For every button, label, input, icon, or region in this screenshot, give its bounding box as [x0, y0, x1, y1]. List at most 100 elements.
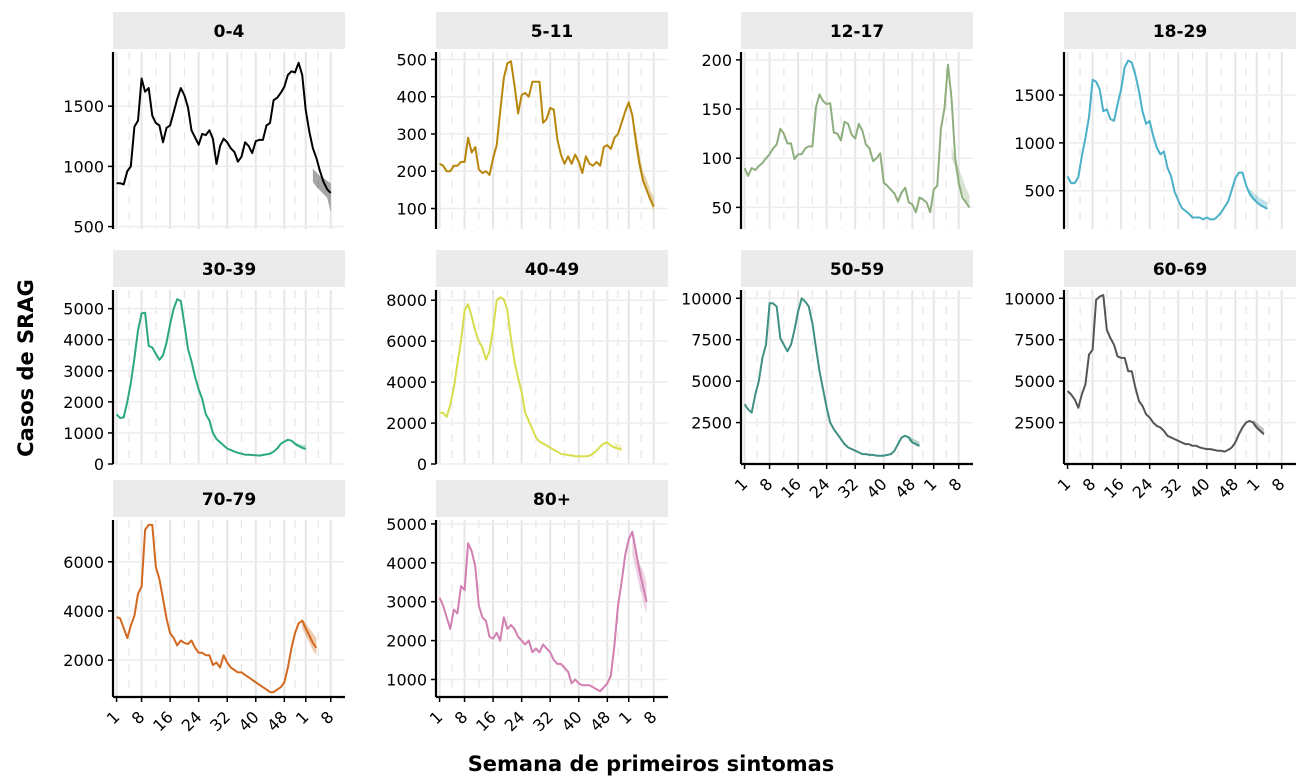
y-tick-label: 150 — [701, 100, 732, 119]
strip-background — [741, 12, 973, 49]
y-tick-label: 7500 — [691, 331, 732, 350]
y-tick-label: 10000 — [681, 289, 732, 308]
grid-lines — [436, 520, 668, 697]
y-tick-label: 4000 — [386, 373, 427, 392]
y-tick-label: 1000 — [386, 670, 427, 689]
x-tick-label: 24 — [178, 707, 206, 735]
strip-background — [436, 480, 668, 517]
strip-label: 70-79 — [202, 490, 256, 510]
x-axis-title: Semana de primeiros sintomas — [468, 752, 835, 776]
nowcast-band — [312, 168, 331, 213]
x-tick-label: 8 — [945, 474, 966, 495]
grid-lines — [113, 290, 345, 465]
x-tick-label: 40 — [863, 474, 891, 502]
grid-lines — [113, 520, 345, 697]
x-tick-label: 8 — [1268, 474, 1289, 495]
x-tick-label: 1 — [1243, 474, 1264, 495]
grid-lines — [436, 290, 668, 465]
y-tick-label: 1000 — [1014, 134, 1055, 153]
y-tick-label: 5000 — [1014, 372, 1055, 391]
strip-label: 50-59 — [830, 260, 884, 280]
y-tick-label: 2000 — [386, 414, 427, 433]
strip-background — [436, 12, 668, 49]
strip-background — [113, 480, 345, 517]
x-tick-label: 24 — [806, 474, 834, 502]
strip-label: 40-49 — [525, 260, 579, 280]
y-tick-label: 2000 — [63, 393, 104, 412]
series-line — [116, 523, 318, 694]
y-tick-label: 500 — [396, 50, 427, 69]
x-tick-label: 1 — [1054, 474, 1075, 495]
x-tick-label: 40 — [558, 707, 586, 735]
x-tick-label: 1 — [920, 474, 941, 495]
x-tick-label: 48 — [891, 474, 919, 502]
x-tick-label: 1 — [615, 707, 636, 728]
x-tick-label: 8 — [756, 474, 777, 495]
x-tick-label: 8 — [317, 707, 338, 728]
strip-label: 12-17 — [830, 22, 884, 42]
panel-40-49: 40-49 0 2000 4000 6000 8000 — [386, 250, 668, 474]
grid-lines — [436, 52, 668, 229]
x-tick-label: 24 — [501, 707, 529, 735]
x-tick-label: 32 — [834, 474, 862, 502]
y-tick-label: 1500 — [63, 97, 104, 116]
y-tick-label: 4000 — [63, 331, 104, 350]
y-tick-label: 0 — [417, 455, 427, 474]
y-tick-label: 6000 — [386, 332, 427, 351]
y-tick-label: 10000 — [1004, 289, 1055, 308]
nowcast-band — [1249, 188, 1268, 210]
x-tick-label: 8 — [1079, 474, 1100, 495]
series-line — [743, 63, 971, 214]
grid-lines — [113, 52, 345, 229]
y-tick-label: 5000 — [691, 372, 732, 391]
x-tick-label: 48 — [586, 707, 614, 735]
series-line — [439, 60, 655, 208]
strip-label: 30-39 — [202, 260, 256, 280]
series-line — [438, 530, 648, 693]
y-tick-label: 100 — [396, 200, 427, 219]
x-tick-label: 16 — [149, 707, 177, 735]
y-tick-label: 3000 — [63, 362, 104, 381]
grid-lines — [1064, 290, 1296, 464]
y-tick-label: 200 — [396, 162, 427, 181]
series-line — [1066, 294, 1265, 453]
y-tick-label: 5000 — [386, 515, 427, 534]
nowcast-band — [635, 130, 654, 213]
series-line — [115, 298, 307, 457]
y-tick-label: 3000 — [386, 593, 427, 612]
y-tick-label: 4000 — [386, 554, 427, 573]
strip-label: 0-4 — [214, 22, 245, 42]
strip-background — [1064, 250, 1296, 287]
grid-lines — [741, 290, 973, 464]
strip-label: 5-11 — [531, 22, 574, 42]
y-tick-label: 1000 — [63, 157, 104, 176]
y-tick-label: 5000 — [63, 300, 104, 319]
y-tick-label: 7500 — [1014, 331, 1055, 350]
strip-background — [113, 12, 345, 49]
panel-5-11: 5-11 100 200 300 400 500 — [396, 12, 668, 229]
strip-background — [113, 250, 345, 287]
x-tick-label: 8 — [451, 707, 472, 728]
series-line — [439, 296, 622, 458]
y-tick-label: 500 — [1024, 182, 1055, 201]
y-tick-label: 4000 — [63, 602, 104, 621]
y-tick-label: 1000 — [63, 424, 104, 443]
x-tick-label: 24 — [1129, 474, 1157, 502]
x-tick-label: 1 — [292, 707, 313, 728]
y-tick-label: 200 — [701, 51, 732, 70]
x-tick-label: 32 — [529, 707, 557, 735]
strip-label: 80+ — [533, 490, 571, 510]
x-tick-label: 40 — [1186, 474, 1214, 502]
y-tick-label: 2500 — [691, 414, 732, 433]
x-tick-label: 16 — [472, 707, 500, 735]
series-line — [1066, 59, 1268, 221]
grid-lines — [1064, 52, 1296, 229]
strip-background — [436, 250, 668, 287]
x-tick-label: 32 — [206, 707, 234, 735]
y-tick-label: 300 — [396, 125, 427, 144]
strip-background — [1064, 12, 1296, 49]
